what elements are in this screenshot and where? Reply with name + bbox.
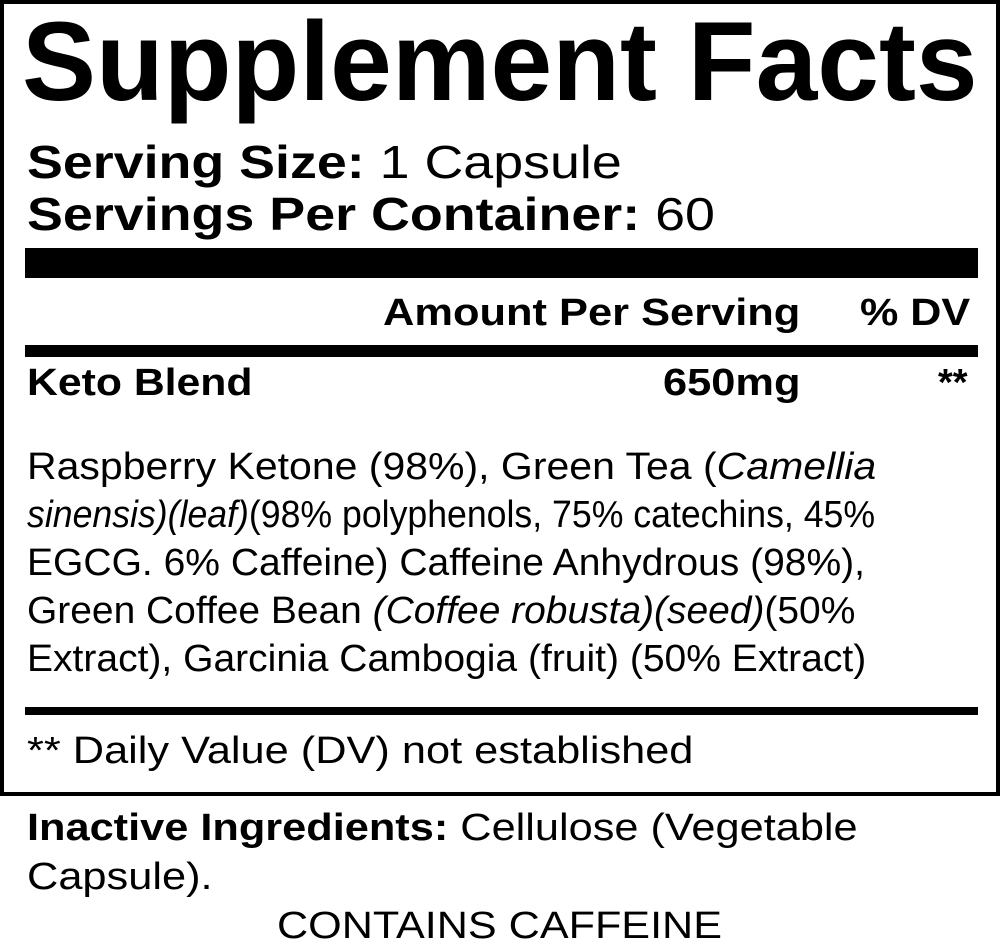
ingredient-line: sinensis)(leaf)(98% polyphenols, 75% cat… [27,496,875,534]
amount-per-serving-header: Amount Per Serving [383,292,801,334]
ingredient-text: EGCG. 6% Caffeine) Caffeine Anhydrous (9… [27,542,866,584]
ingredient-text: Extract), Garcinia Cambogia (fruit) (50%… [27,638,867,680]
inactive-label: Inactive Ingredients: [27,807,449,849]
supplement-facts-panel [0,0,1000,796]
servings-per-container-label: Servings Per Container: [27,188,641,240]
ingredient-line: EGCG. 6% Caffeine) Caffeine Anhydrous (9… [27,544,865,582]
servings-per-container: Servings Per Container: 60 [27,191,715,237]
ingredient-line: Green Coffee Bean (Coffee robusta)(seed)… [27,592,855,630]
medium-divider [25,345,978,357]
caffeine-warning: CONTAINS CAFFEINE [277,905,722,947]
ingredient-latin-name: sinensis)(leaf) [27,494,249,536]
ingredient-text: (50% [764,590,856,632]
serving-size: Serving Size: 1 Capsule [27,139,622,185]
thick-divider [25,248,978,278]
thin-divider [25,707,978,715]
ingredient-text: Raspberry Ketone (98%), Green Tea ( [27,446,717,488]
dv-footnote: ** Daily Value (DV) not established [27,730,694,772]
dv-header: % DV [860,292,971,334]
blend-dv: ** [938,362,968,404]
serving-size-value: 1 Capsule [364,136,622,188]
inactive-value-continued: Capsule). [27,856,213,898]
serving-size-label: Serving Size: [27,136,365,188]
ingredient-latin-name: Camellia [716,446,877,488]
inactive-ingredients: Inactive Ingredients: Cellulose (Vegetab… [27,809,858,847]
ingredient-text: (98% polyphenols, 75% catechins, 45% [248,494,876,536]
blend-amount: 650mg [663,362,801,404]
inactive-value: Cellulose (Vegetable [448,807,858,849]
blend-name: Keto Blend [27,362,253,404]
ingredient-text: Green Coffee Bean [27,590,373,632]
servings-per-container-value: 60 [640,188,715,240]
ingredient-line: Extract), Garcinia Cambogia (fruit) (50%… [27,640,866,678]
ingredient-line: Raspberry Ketone (98%), Green Tea (Camel… [27,448,876,486]
ingredient-latin-name: (Coffee robusta)(seed) [372,590,765,632]
panel-title: Supplement Facts [22,0,978,124]
